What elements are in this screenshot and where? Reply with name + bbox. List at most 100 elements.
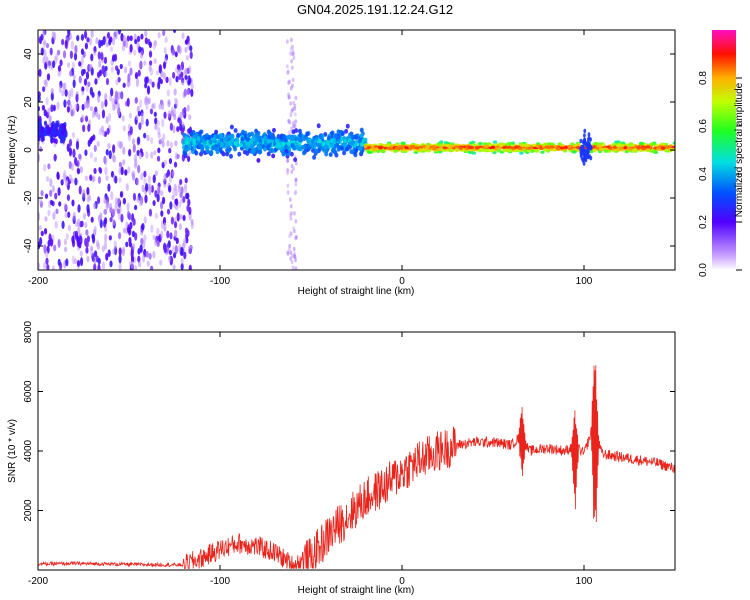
heatmap-cell — [46, 124, 50, 130]
heatmap-cell — [43, 120, 48, 126]
heatmap-cell — [174, 97, 178, 104]
heatmap-cell — [359, 142, 364, 147]
heatmap-cell — [122, 159, 126, 166]
heatmap-cell — [310, 138, 315, 144]
heatmap-cell — [580, 152, 584, 157]
heatmap-cell — [54, 220, 58, 229]
heatmap-cell — [287, 247, 291, 252]
heatmap-cell — [152, 234, 156, 241]
heatmap-cell — [484, 144, 489, 148]
heatmap-cell — [93, 202, 97, 210]
heatmap-cell — [82, 68, 86, 75]
heatmap-cell — [152, 174, 156, 184]
heatmap-cell — [171, 49, 175, 57]
heatmap-cell — [154, 239, 158, 247]
heatmap-cell — [167, 100, 171, 108]
heatmap-cell — [467, 145, 472, 149]
heatmap-cell — [240, 136, 245, 142]
heatmap-cell — [173, 88, 177, 96]
heatmap-cell — [78, 75, 82, 84]
heatmap-cell — [119, 63, 123, 70]
heatmap-cell — [118, 177, 122, 183]
heatmap-cell — [289, 204, 293, 209]
heatmap-cell — [79, 257, 84, 267]
heatmap-cell — [83, 30, 88, 39]
heatmap-cell — [52, 211, 56, 221]
heatmap-cell — [94, 106, 98, 113]
heatmap-cell — [80, 55, 84, 65]
heatmap-cell — [76, 35, 80, 42]
heatmap-cell — [106, 202, 110, 209]
heatmap-cell — [310, 144, 315, 150]
heatmap-cell — [89, 245, 94, 252]
heatmap-cell — [478, 141, 483, 146]
heatmap-cell — [123, 66, 128, 74]
heatmap-cell — [74, 103, 78, 110]
heatmap-cell — [619, 146, 624, 151]
heatmap-cell — [116, 68, 120, 76]
heatmap-cell — [120, 213, 124, 223]
heatmap-cell — [40, 190, 44, 197]
heatmap-cell — [286, 69, 290, 75]
heatmap-cell — [182, 195, 186, 203]
heatmap-cell — [292, 100, 296, 106]
heatmap-cell — [57, 71, 61, 77]
heatmap-cell — [109, 260, 113, 268]
heatmap-cell — [96, 242, 101, 251]
heatmap-cell — [289, 151, 294, 157]
heatmap-cell — [307, 145, 312, 150]
heatmap-cell — [101, 261, 106, 270]
heatmap-cell — [98, 59, 102, 68]
heatmap-cell — [88, 37, 93, 46]
heatmap-cell — [161, 118, 165, 128]
heatmap-cell — [108, 202, 113, 212]
heatmap-cell — [284, 148, 289, 154]
heatmap-cell — [131, 243, 136, 251]
heatmap-cell — [63, 238, 68, 246]
heatmap-cell — [53, 129, 57, 135]
heatmap-cell — [507, 148, 513, 153]
heatmap-cell — [645, 145, 651, 149]
heatmap-cell — [292, 246, 296, 252]
heatmap-cell — [180, 186, 184, 195]
heatmap-cell — [97, 257, 101, 265]
heatmap-cell — [178, 244, 182, 253]
heatmap-cell — [300, 144, 305, 150]
heatmap-cell — [38, 68, 42, 77]
heatmap-cell — [292, 211, 296, 216]
heatmap-cell — [297, 128, 302, 134]
heatmap-cell — [188, 264, 192, 270]
spectrogram-x-tick-label: 100 — [576, 276, 593, 287]
heatmap-cell — [57, 187, 61, 196]
heatmap-cell — [141, 112, 145, 119]
heatmap-cell — [237, 151, 242, 157]
heatmap-cell — [258, 145, 263, 151]
heatmap-cell — [636, 145, 641, 149]
heatmap-cell — [43, 228, 48, 235]
heatmap-cell — [158, 103, 162, 110]
heatmap-cell — [292, 124, 295, 129]
heatmap-cell — [181, 79, 185, 86]
heatmap-cell — [152, 250, 156, 259]
heatmap-cell — [71, 235, 75, 244]
heatmap-cell — [288, 129, 291, 135]
heatmap-cell — [70, 40, 74, 50]
spectrogram-y-axis-label: Frequency (Hz) — [7, 116, 18, 185]
heatmap-cell — [120, 166, 124, 176]
heatmap-cell — [109, 216, 113, 223]
heatmap-cell — [424, 147, 429, 151]
heatmap-cell — [287, 134, 292, 140]
heatmap-cell — [339, 146, 344, 151]
heatmap-cell — [42, 86, 46, 92]
heatmap-cell — [69, 50, 74, 59]
heatmap-cell — [56, 171, 60, 180]
heatmap-cell — [94, 78, 98, 85]
heatmap-cell — [184, 67, 188, 76]
heatmap-cell — [359, 150, 364, 156]
heatmap-cell — [42, 30, 46, 38]
heatmap-cell — [107, 249, 111, 257]
heatmap-cell — [143, 234, 147, 243]
heatmap-cell — [61, 89, 65, 97]
heatmap-cell — [183, 88, 187, 97]
heatmap-cell — [44, 216, 48, 222]
